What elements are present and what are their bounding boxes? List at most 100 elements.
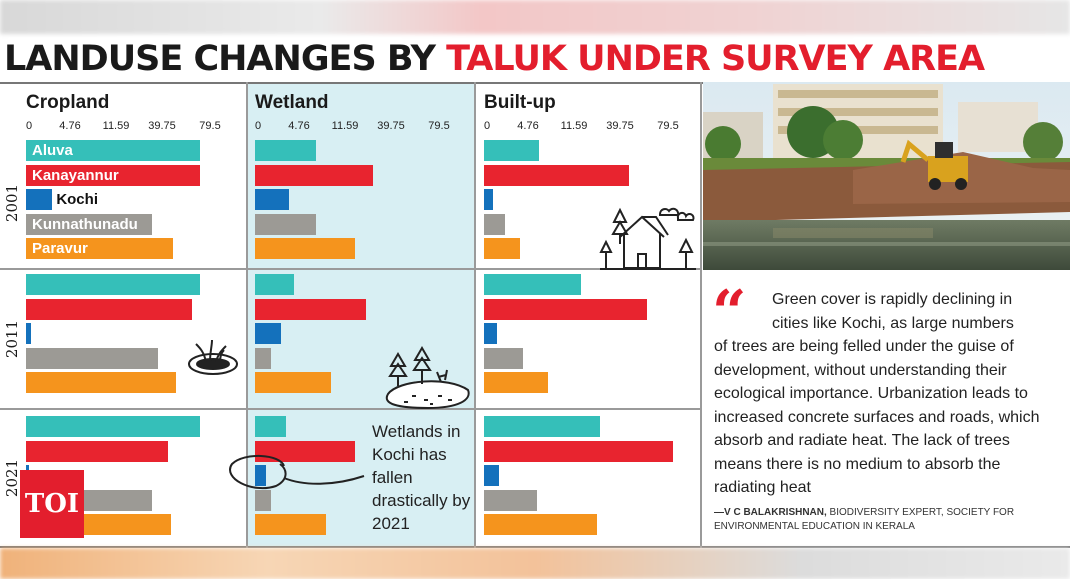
tick-label-cropland-2: 11.59 — [102, 120, 130, 132]
tick-label-builtup-4: 79.5 — [657, 120, 679, 132]
tick-label-cropland-4: 79.5 — [199, 120, 221, 132]
bar-cropland-2011-aluva — [26, 274, 200, 295]
bar-cropland-2001-kochi: Kochi — [26, 189, 98, 210]
divider-2001-2011 — [0, 268, 700, 270]
tick-label-cropland-1: 4.76 — [59, 120, 81, 132]
quote-line-1: Green cover is rapidly declining in — [772, 291, 1013, 308]
bar-wetland-2021-paravur — [255, 514, 327, 535]
tick-label-builtup-1: 4.76 — [517, 120, 539, 132]
bar-builtup-2011-kunnathunadu — [484, 347, 524, 369]
bar-wetland-2001-kochi — [255, 189, 290, 210]
bar-builtup-2001-kanayannur — [484, 164, 629, 186]
wetland-annotation: Wetlands in Kochi has fallen drastically… — [372, 422, 471, 533]
ticks-cropland: 0 4.76 11.59 39.75 79.5 — [26, 120, 244, 134]
quote-credit: —V C BALAKRISHNAN, BIODIVERSITY EXPERT, … — [714, 506, 1054, 534]
annotation-circle — [229, 454, 365, 490]
bar-cropland-2001-kunnathunadu: Kunnathunadu — [26, 213, 153, 235]
construction-site-photo — [703, 82, 1070, 270]
frame-top-border — [0, 82, 1070, 84]
bar-cropland-2021-kanayannur — [26, 440, 169, 462]
frame-bottom-border — [0, 546, 1070, 548]
year-label-2001: 2001 — [3, 183, 21, 223]
bar-cropland-2001-paravur: Paravur — [26, 238, 174, 259]
title-part-2: TALUK UNDER SURVEY AREA — [446, 39, 985, 79]
bar-builtup-2011-kochi — [484, 323, 498, 344]
builtup-panel: Built-up 0 4.76 11.59 39.75 79.5 — [484, 82, 702, 548]
bar-wetland-2001-kanayannur — [255, 164, 374, 186]
bar-builtup-2001-paravur — [484, 238, 520, 259]
bar-wetland-2021-kanayannur — [255, 440, 355, 462]
bar-wetland-2011-kunnathunadu — [255, 347, 271, 369]
category-label-kanayannur: Kanayannur — [32, 166, 119, 184]
divider-wetland-builtup — [474, 82, 476, 548]
bar-builtup-2021-kunnathunadu — [484, 489, 537, 511]
tick-label-wetland-0: 0 — [255, 120, 262, 132]
tick-label-builtup-0: 0 — [484, 120, 491, 132]
ticks-wetland: 0 4.76 11.59 39.75 79.5 — [255, 120, 473, 134]
bar-cropland-2011-kunnathunadu — [26, 347, 158, 369]
bar-builtup-2021-kochi — [484, 465, 499, 486]
category-label-kochi: Kochi — [56, 191, 98, 208]
category-label-kunnathunadu: Kunnathunadu — [32, 215, 138, 233]
quote-mark-icon: “ — [712, 278, 747, 348]
divider-cropland-wetland — [246, 82, 248, 548]
credit-role: BIODIVERSITY EXPERT, SOCIETY FOR ENVIRON… — [714, 507, 1015, 532]
tick-label-builtup-2: 11.59 — [560, 120, 588, 132]
wetland-trees-icon — [385, 346, 470, 410]
divider-2011-2021 — [0, 408, 700, 410]
category-label-aluva: Aluva — [32, 142, 73, 159]
bar-wetland-2011-kanayannur — [255, 298, 366, 320]
blurred-footer-strip — [0, 548, 1070, 579]
bar-cropland-2001-aluva: Aluva — [26, 140, 200, 161]
panel-title-cropland: Cropland — [26, 92, 110, 113]
bar-wetland-2011-paravur — [255, 372, 332, 393]
panel-title-builtup: Built-up — [484, 92, 556, 113]
bar-cropland-2021-aluva — [26, 416, 200, 437]
title-part-1: LANDUSE CHANGES BY — [4, 39, 447, 79]
page-title: LANDUSE CHANGES BY TALUK UNDER SURVEY AR… — [4, 36, 985, 82]
chart-frame: 2001 2011 2021 Cropland 0 4.76 11.59 39.75 7… — [0, 82, 1070, 548]
panel-title-wetland: Wetland — [255, 92, 329, 113]
ticks-builtup: 0 4.76 11.59 39.75 79.5 — [484, 120, 702, 134]
house-trees-icon — [599, 207, 696, 270]
bar-builtup-2001-kochi — [484, 189, 494, 210]
category-label-paravur: Paravur — [32, 240, 88, 257]
bar-builtup-2001-aluva — [484, 140, 540, 161]
bar-builtup-2021-aluva — [484, 416, 600, 437]
bar-wetland-2021-kunnathunadu — [255, 489, 271, 511]
bar-cropland-2011-paravur — [26, 372, 176, 393]
tick-label-wetland-2: 11.59 — [331, 120, 359, 132]
bar-cropland-2001-kanayannur: Kanayannur — [26, 164, 200, 186]
bar-wetland-2001-kunnathunadu — [255, 213, 316, 235]
bar-wetland-2001-aluva — [255, 140, 316, 161]
expert-quote: Green cover is rapidly declining in citi… — [714, 288, 1054, 500]
bar-builtup-2001-kunnathunadu — [484, 213, 506, 235]
tick-label-wetland-4: 79.5 — [428, 120, 450, 132]
bar-builtup-2011-aluva — [484, 274, 582, 295]
pond-plant-icon — [188, 339, 238, 375]
wetland-panel: Wetland 0 4.76 11.59 39.75 79.5 — [255, 82, 473, 548]
bar-builtup-2011-paravur — [484, 372, 549, 393]
blurred-header-strip — [0, 0, 1070, 34]
bar-wetland-2021-aluva — [255, 416, 286, 437]
quote-line-2: cities like Kochi, as large numbers — [772, 314, 1014, 332]
tick-label-cropland-0: 0 — [26, 120, 33, 132]
bar-wetland-2021-kochi — [255, 465, 266, 486]
credit-name: —V C BALAKRISHNAN, — [714, 507, 827, 518]
bar-cropland-2011-kanayannur — [26, 298, 192, 320]
year-label-2011: 2011 — [3, 319, 21, 359]
tick-label-wetland-3: 39.75 — [377, 120, 405, 132]
bar-builtup-2011-kanayannur — [484, 298, 648, 320]
tick-label-wetland-1: 4.76 — [288, 120, 310, 132]
quote-rest: of trees are being felled under the guis… — [714, 338, 1040, 496]
cropland-panel: Cropland 0 4.76 11.59 39.75 79.5 Aluva Kanaya… — [26, 82, 244, 548]
bar-cropland-2011-kochi — [26, 323, 32, 344]
tick-label-cropland-3: 39.75 — [148, 120, 176, 132]
bar-wetland-2011-aluva — [255, 274, 295, 295]
toi-logo: TOI — [20, 470, 84, 538]
divider-builtup-quote — [700, 82, 702, 548]
bar-wetland-2011-kochi — [255, 323, 282, 344]
bar-wetland-2001-paravur — [255, 238, 355, 259]
bar-builtup-2021-paravur — [484, 514, 598, 535]
tick-label-builtup-3: 39.75 — [606, 120, 634, 132]
